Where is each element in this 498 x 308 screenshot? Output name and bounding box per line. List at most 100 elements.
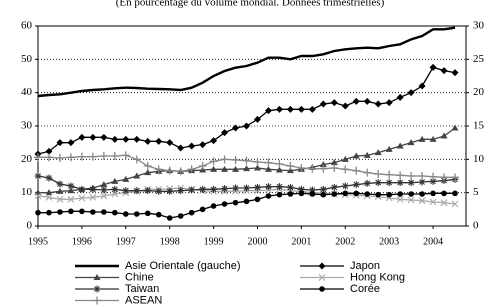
x-tick-label: 2003 xyxy=(379,236,399,247)
marker xyxy=(396,179,404,187)
marker xyxy=(133,187,141,195)
y2-tick-label: 10 xyxy=(473,153,485,165)
marker xyxy=(45,147,53,155)
marker xyxy=(319,164,328,173)
marker xyxy=(221,201,228,207)
marker xyxy=(341,155,349,162)
marker xyxy=(264,107,272,115)
legend-label: Hong Kong xyxy=(350,271,405,283)
marker xyxy=(341,165,350,174)
marker xyxy=(99,152,108,160)
marker xyxy=(440,199,448,207)
marker xyxy=(67,139,75,147)
marker xyxy=(100,192,108,200)
marker xyxy=(286,167,294,174)
marker xyxy=(122,211,129,217)
marker xyxy=(45,189,53,196)
marker xyxy=(397,191,403,197)
y2-tick-label: 15 xyxy=(473,120,485,132)
marker xyxy=(55,154,64,162)
marker xyxy=(100,186,108,194)
x-tick-label: 2001 xyxy=(291,236,311,247)
marker xyxy=(407,139,415,146)
legend-item: Chine xyxy=(75,271,154,283)
marker xyxy=(265,193,272,199)
marker xyxy=(353,190,360,197)
marker xyxy=(352,166,361,175)
marker xyxy=(166,139,174,147)
y-tick-label: 0 xyxy=(27,220,33,232)
marker xyxy=(396,195,404,203)
marker xyxy=(155,187,163,195)
legend-label: Corée xyxy=(350,283,380,295)
marker xyxy=(210,185,218,193)
marker xyxy=(166,215,173,221)
marker xyxy=(253,115,261,123)
marker xyxy=(264,158,273,167)
marker xyxy=(221,185,229,193)
marker xyxy=(253,183,261,191)
marker xyxy=(177,187,185,195)
marker xyxy=(144,187,152,195)
y2-tick-label: 0 xyxy=(473,220,479,232)
marker xyxy=(198,162,207,170)
marker xyxy=(275,160,284,168)
legend-label: Asie Orientale (gauche) xyxy=(125,260,241,272)
marker xyxy=(364,191,371,197)
legend-item: Japon xyxy=(300,260,380,272)
marker xyxy=(363,97,371,105)
marker xyxy=(331,191,338,197)
series-line xyxy=(37,26,456,98)
marker xyxy=(451,173,460,182)
marker xyxy=(374,179,382,187)
marker xyxy=(155,137,163,145)
marker xyxy=(199,206,206,213)
marker xyxy=(429,63,437,71)
marker xyxy=(297,185,305,193)
marker xyxy=(396,171,405,180)
marker xyxy=(330,159,338,166)
x-tick-label: 2004 xyxy=(423,236,443,247)
marker xyxy=(440,173,449,182)
marker xyxy=(385,179,393,187)
marker xyxy=(418,197,426,205)
legend-item: Taiwan xyxy=(75,283,159,295)
legend-label: Chine xyxy=(125,271,154,283)
marker xyxy=(352,181,360,189)
marker xyxy=(121,151,130,160)
marker xyxy=(68,208,74,215)
legend-label: Taiwan xyxy=(125,283,159,295)
marker xyxy=(57,209,63,215)
marker xyxy=(143,162,152,170)
marker xyxy=(144,137,152,145)
marker xyxy=(67,187,75,194)
marker xyxy=(341,182,349,190)
marker xyxy=(221,129,229,137)
marker xyxy=(386,191,392,198)
marker xyxy=(67,182,75,190)
x-tick-label: 1998 xyxy=(160,236,180,247)
x-tick-label: 2000 xyxy=(247,236,267,247)
marker xyxy=(441,190,447,197)
marker xyxy=(363,151,371,158)
marker xyxy=(177,144,185,152)
marker xyxy=(155,211,162,218)
marker xyxy=(408,191,414,197)
marker xyxy=(407,179,415,187)
marker xyxy=(122,135,130,143)
x-tick-label: 1996 xyxy=(72,236,92,247)
marker xyxy=(89,185,97,193)
marker xyxy=(78,194,86,202)
y-tick-label: 60 xyxy=(21,20,33,32)
marker xyxy=(177,213,184,219)
marker xyxy=(78,185,86,193)
marker xyxy=(231,156,240,164)
series-line xyxy=(37,66,456,155)
marker xyxy=(319,161,327,168)
marker xyxy=(385,170,394,179)
marker xyxy=(133,135,141,143)
marker xyxy=(232,199,239,206)
marker xyxy=(93,296,101,305)
marker xyxy=(451,124,459,131)
marker xyxy=(110,152,119,160)
